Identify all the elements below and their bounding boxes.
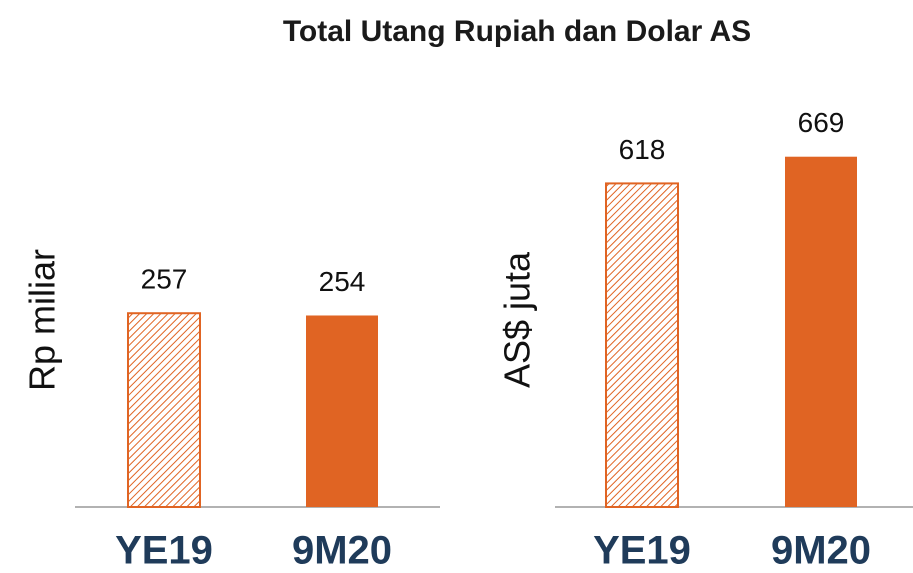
bar [127,312,201,508]
data-label: 618 [619,134,666,165]
data-label: 669 [798,107,845,138]
x-tick-label: 9M20 [771,529,871,573]
y-axis-label: Rp miliar [22,249,63,391]
data-label: 254 [319,266,366,297]
y-axis-label: AS$ juta [497,251,538,388]
x-tick-label: 9M20 [292,529,392,573]
bar [306,315,378,507]
x-tick-label: YE19 [593,529,691,573]
data-label: 257 [141,264,188,295]
chart-title: Total Utang Rupiah dan Dolar AS [283,15,751,48]
bar [785,156,857,507]
bar [605,182,679,509]
x-tick-label: YE19 [115,529,213,573]
